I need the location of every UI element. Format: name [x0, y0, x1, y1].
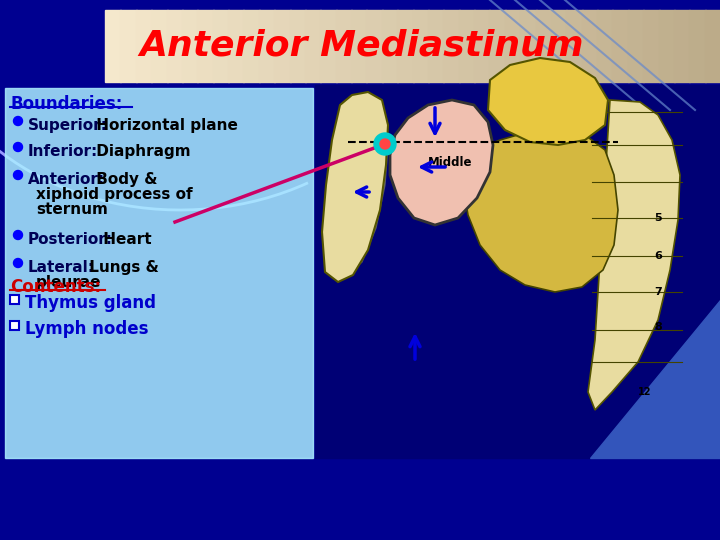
Text: pleurae: pleurae [36, 275, 102, 290]
Polygon shape [488, 58, 608, 145]
Circle shape [380, 139, 390, 149]
Text: Lateral:: Lateral: [28, 260, 95, 275]
Bar [459, 10, 475, 82]
Bar [274, 10, 290, 82]
Text: Contents:: Contents: [10, 278, 101, 296]
Bar [428, 10, 444, 82]
Text: Horizontal plane: Horizontal plane [91, 118, 238, 133]
Text: Superior:: Superior: [28, 118, 108, 133]
Bar [228, 10, 244, 82]
Text: Anterior Mediastinum: Anterior Mediastinum [140, 29, 584, 63]
Text: Boundaries:: Boundaries: [10, 95, 122, 113]
Bar [536, 10, 552, 82]
Polygon shape [390, 100, 493, 225]
Polygon shape [462, 130, 618, 292]
Bar [397, 10, 413, 82]
Text: 5: 5 [654, 213, 662, 223]
Bar [336, 10, 352, 82]
Bar [305, 10, 321, 82]
Text: 7: 7 [654, 287, 662, 297]
Bar [674, 10, 690, 82]
Bar [520, 10, 536, 82]
Text: Posterior:: Posterior: [28, 232, 113, 247]
Text: Middle: Middle [428, 156, 472, 168]
Bar [5, 88, 313, 458]
Bar [582, 10, 598, 82]
Text: Lungs &: Lungs & [84, 260, 159, 275]
Bar [490, 10, 505, 82]
Bar [197, 10, 214, 82]
Bar [643, 10, 660, 82]
Bar [413, 10, 429, 82]
Bar [182, 10, 198, 82]
Text: Inferior:: Inferior: [28, 144, 98, 159]
Text: Heart: Heart [98, 232, 152, 247]
Bar [566, 10, 582, 82]
Text: Thymus gland: Thymus gland [25, 294, 156, 312]
Circle shape [14, 117, 22, 125]
Polygon shape [322, 92, 388, 282]
Text: sternum: sternum [36, 202, 108, 217]
Circle shape [14, 143, 22, 152]
Text: Body &: Body & [91, 172, 158, 187]
Bar [243, 10, 260, 82]
Bar [151, 10, 168, 82]
Polygon shape [590, 300, 720, 458]
Bar [10, 295, 19, 304]
Circle shape [374, 133, 396, 155]
Text: 6: 6 [654, 251, 662, 261]
Bar [320, 10, 337, 82]
Bar [505, 10, 521, 82]
Bar [597, 10, 613, 82]
Bar [551, 10, 567, 82]
Bar [10, 321, 19, 330]
Bar [136, 10, 152, 82]
Bar [705, 10, 720, 82]
Bar [212, 10, 229, 82]
Bar [258, 10, 275, 82]
Bar [613, 10, 629, 82]
Circle shape [14, 231, 22, 240]
Text: 12: 12 [638, 387, 652, 397]
Bar [444, 10, 459, 82]
Text: xiphoid process of: xiphoid process of [36, 187, 193, 202]
Bar [366, 10, 383, 82]
Bar [659, 10, 675, 82]
Text: Lymph nodes: Lymph nodes [25, 320, 148, 338]
Bar [382, 10, 398, 82]
Bar [315, 85, 720, 458]
Polygon shape [326, 94, 388, 276]
Bar [120, 10, 137, 82]
Bar [628, 10, 644, 82]
Text: 8: 8 [654, 322, 662, 332]
Bar [689, 10, 706, 82]
Circle shape [14, 171, 22, 179]
Bar [105, 10, 122, 82]
Bar [289, 10, 306, 82]
Bar [166, 10, 183, 82]
Circle shape [14, 259, 22, 267]
Bar [474, 10, 490, 82]
Polygon shape [588, 100, 680, 410]
Text: Anterior:: Anterior: [28, 172, 105, 187]
Text: Diaphragm: Diaphragm [91, 144, 191, 159]
Bar [351, 10, 367, 82]
